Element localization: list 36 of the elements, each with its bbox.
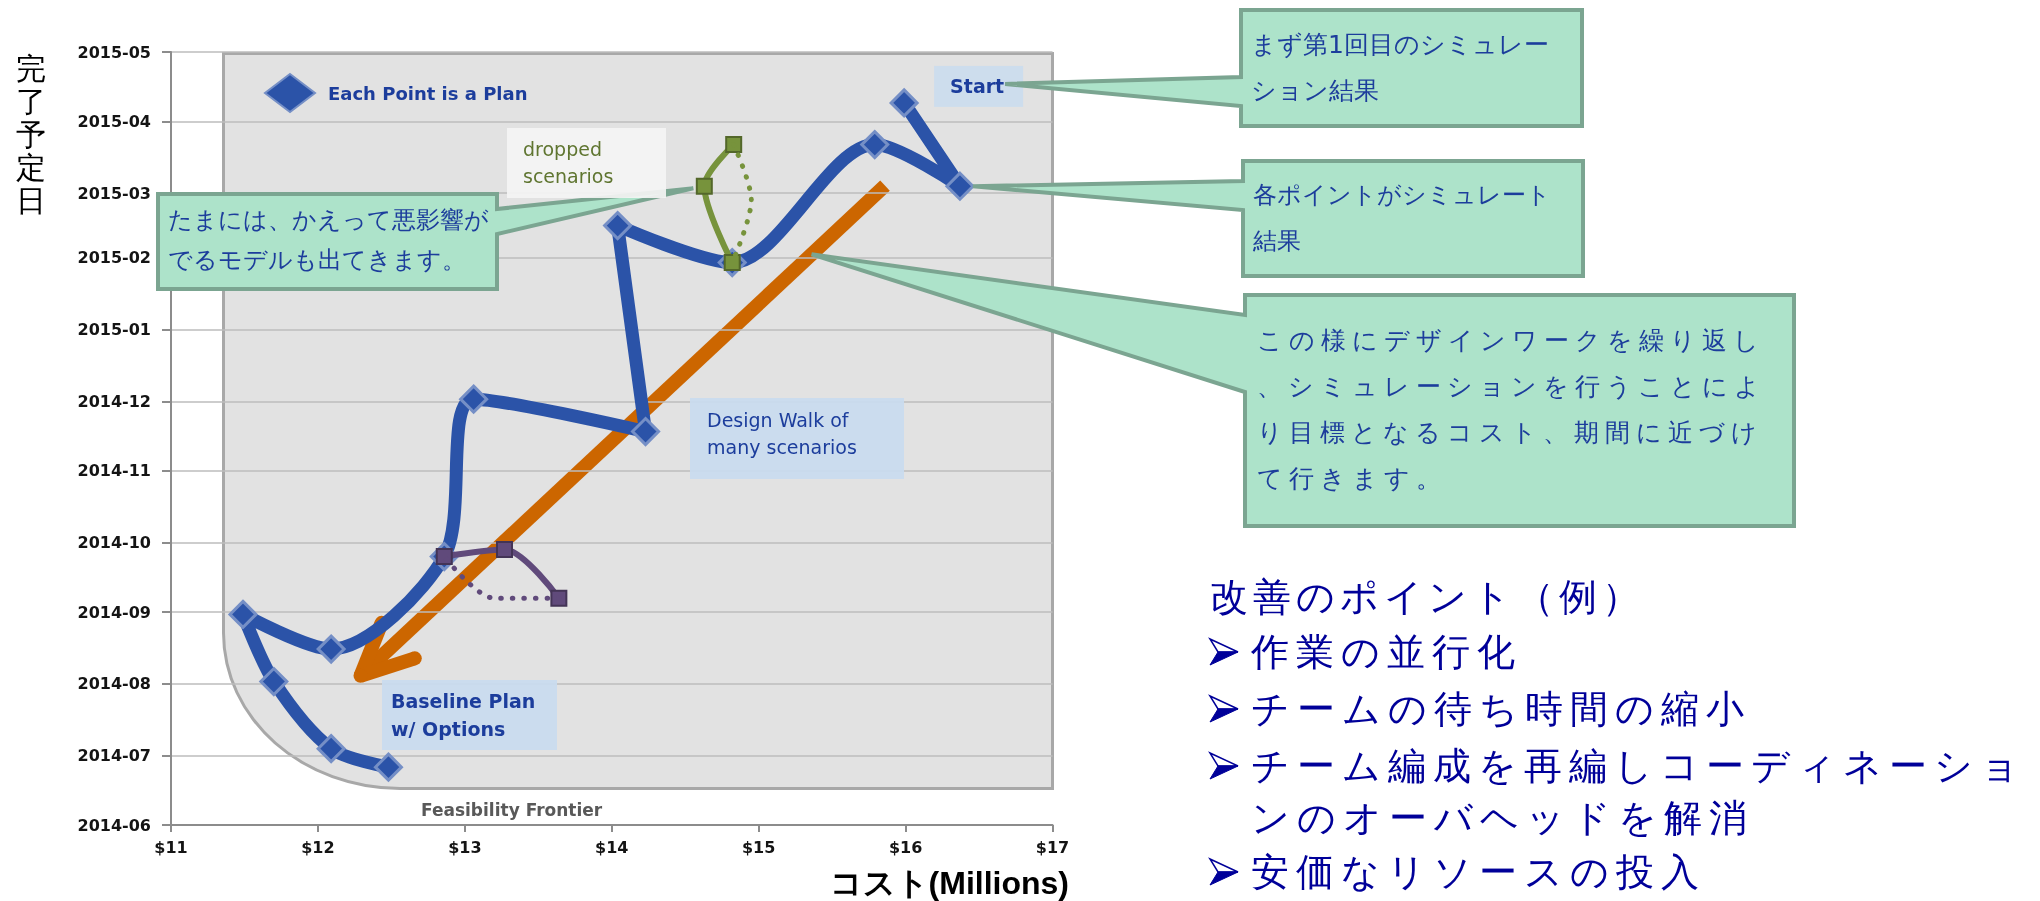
annotation: Start [950,74,1006,99]
text: この様にデザインワークを繰り返し、シミュレーションを行うことにより目標となるコスト、期間に近づけて行きます。 [1257,325,1767,495]
x-tick-label: $14 [595,837,629,857]
text: 作業の並行化 [1251,629,1523,676]
y-tick-label: 2014-08 [77,674,151,694]
x-tick-label: $17 [1035,837,1070,857]
text: 各ポイントがシミュレート結果 [1253,180,1552,257]
annotation: Design Walk of many scenarios [707,408,858,460]
x-tick-label: $16 [888,837,923,857]
x-tick-label: $11 [154,837,188,857]
y-tick-label: 2015-05 [77,42,151,62]
y-tick-label: 2014-06 [77,815,151,835]
y-tick-label: 2014-09 [77,602,151,622]
y-tick-label: 2015-01 [77,320,151,340]
x-tick-label: $15 [741,837,776,857]
y-tick-label: 2015-03 [77,183,151,203]
text: 安価なリソースの投入 [1251,849,1707,896]
x-tick-label: $12 [301,837,335,857]
y-tick-label: 2015-04 [77,111,151,131]
annotation: Feasibility Frontier [421,799,604,822]
text: 改善のポイント（例） [1210,574,1646,621]
text: チームの待ち時間の縮小 [1251,686,1752,733]
y-tick-label: 2014-12 [77,391,151,411]
text: チーム編成を再編しコーディネーションのオーバヘッドを解消 [1251,743,2027,842]
legend-label: Each Point is a Plan [328,82,528,104]
y-tick-label: 2014-10 [77,533,151,553]
annotation: たまには、かえって悪影響がでるモデルも出てきます。 [168,205,490,276]
annotation: dropped scenarios [523,137,615,189]
x-axis-title: コスト(Millions) [829,864,1069,901]
y-tick-label: 2015-02 [77,248,151,268]
x-tick-label: $13 [448,837,482,857]
text: まず第1回目のシミュレーション結果 [1251,29,1550,107]
y-tick-label: 2014-11 [77,461,151,481]
y-axis-title: 完了予定日 [15,51,47,218]
y-tick-label: 2014-07 [77,746,151,766]
annotation: Baseline Plan w/ Options [391,689,537,742]
